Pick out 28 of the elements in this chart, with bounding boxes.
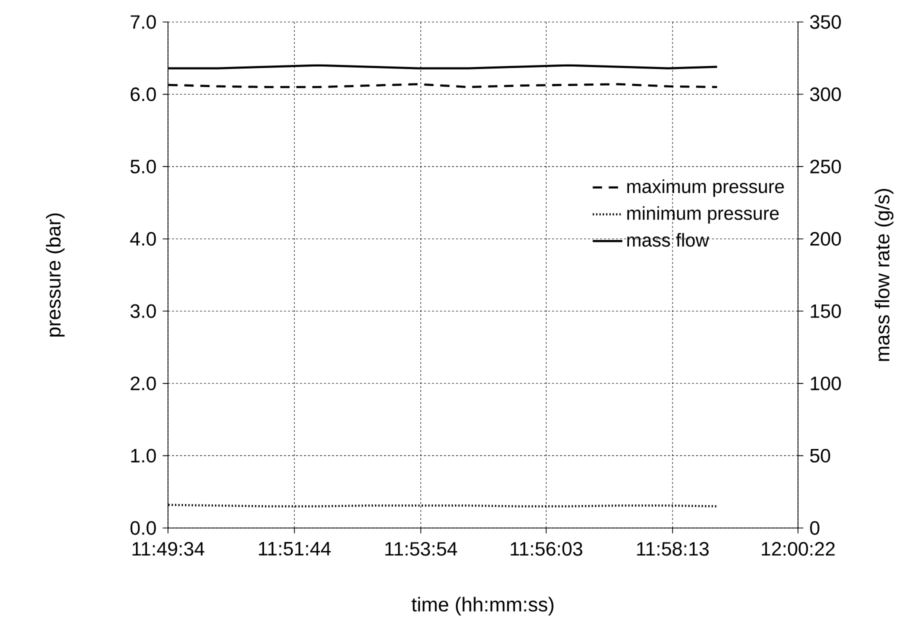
y-tick-label: 0.0 [130, 520, 156, 535]
x-tick-label: 11:53:54 [385, 542, 458, 556]
y2-tick-label: 150 [810, 304, 841, 318]
y2-tick-label: 350 [810, 15, 841, 29]
x-tick-label: 11:58:13 [637, 542, 709, 556]
legend-label: maximum pressure [627, 179, 784, 197]
x-tick-label: 11:49:34 [132, 542, 204, 556]
y2-tick-label: 100 [810, 376, 841, 390]
x-axis-title: time (hh:mm:ss) [412, 596, 554, 616]
y2-tick-label: 0 [810, 520, 820, 535]
legend-label: mass flow [627, 232, 710, 247]
y2-tick-label: 300 [810, 87, 841, 101]
y2-tick-label: 250 [810, 160, 841, 174]
y2-tick-label: 200 [810, 232, 841, 246]
legend-label: minimum pressure [627, 206, 779, 224]
y-tick-label: 4.0 [130, 232, 156, 246]
y-tick-label: 7.0 [130, 15, 156, 29]
y-tick-label: 6.0 [130, 87, 156, 101]
y-axis-title: pressure (bar) [46, 213, 65, 336]
y-tick-label: 2.0 [130, 376, 156, 390]
y2-axis-title: mass flow rate (g/s) [874, 188, 894, 361]
y-tick-label: 3.0 [130, 304, 156, 318]
y-tick-label: 1.0 [131, 448, 156, 462]
y2-tick-label: 50 [810, 448, 830, 462]
x-tick-label: 11:51:44 [258, 542, 331, 556]
x-tick-label: 12:00:22 [762, 542, 835, 556]
y-tick-label: 5.0 [130, 160, 156, 174]
x-tick-label: 11:56:03 [510, 542, 582, 556]
